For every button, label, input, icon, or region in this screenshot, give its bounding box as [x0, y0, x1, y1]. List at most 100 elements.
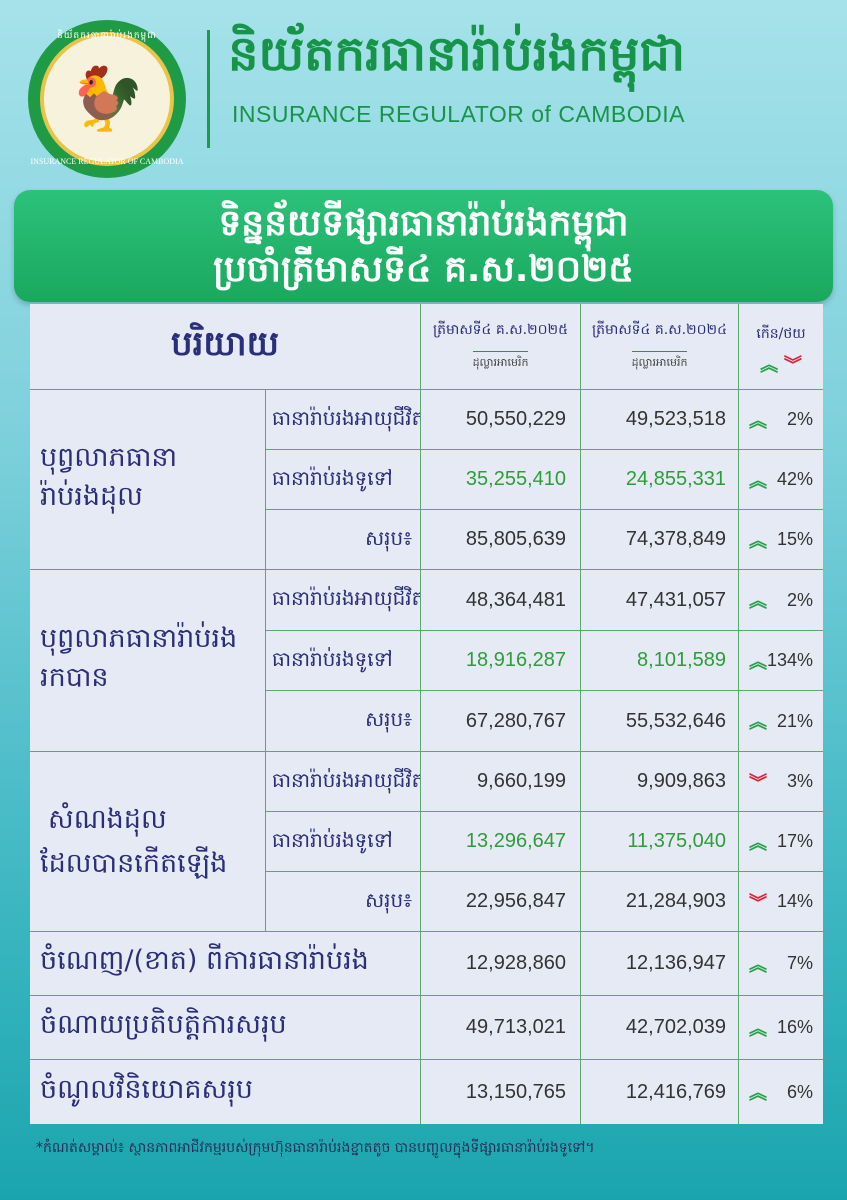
row-label: សរុប៖ [266, 691, 421, 752]
group-gross-claims-line1: សំណងដុល [48, 804, 167, 836]
chevrons-up-icon: ︽ [749, 410, 767, 431]
value-2025: 50,550,229 [421, 390, 581, 450]
col-2024-unit: ដុល្លារអាមេរិក [631, 351, 688, 372]
change-percent: 14% [776, 891, 813, 911]
group-gross-claims-line2: ដែលបានកើតឡើង [40, 847, 228, 879]
header-divider [207, 30, 210, 148]
col-2025-title: ត្រីមាសទី៤ គ.ស.២០២៥ [432, 322, 569, 338]
col-2025-unit: ដុល្លារអាមេរិក [472, 351, 529, 372]
bird-icon: 🐓 [68, 62, 146, 135]
row-label: ធានារ៉ាប់រងទូទៅ [266, 812, 421, 872]
value-2024: 12,416,769 [581, 1060, 739, 1124]
change-percent: 7% [786, 953, 813, 973]
value-2024: 55,532,646 [581, 691, 739, 752]
row-label: សរុប៖ [266, 510, 421, 570]
value-2024: 21,284,903 [581, 872, 739, 932]
row-label: ធានារ៉ាប់រងទូទៅ [266, 631, 421, 691]
change-cell: ︽ 7% [739, 932, 823, 996]
row-label: សរុប៖ [266, 872, 421, 932]
change-header-title: កើន/ថយ [756, 326, 806, 342]
market-data-table: បរិយាយ ត្រីមាសទី៤ គ.ស.២០២៥ ដុល្លារអាមេរិ… [30, 304, 823, 1124]
change-header-arrows: ︽ ︾ [739, 351, 823, 377]
chevrons-up-icon: ︽ [749, 470, 767, 491]
value-2024: 12,136,947 [581, 932, 739, 996]
value-2024: 24,855,331 [581, 450, 739, 510]
change-cell: ︾ 14% [739, 872, 823, 932]
value-2025: 18,916,287 [421, 631, 581, 691]
logo: និយ័តករធានារ៉ាប់រងកម្ពុជា 🐓 INSURANCE RE… [28, 20, 186, 178]
change-cell: ︽ 15% [739, 510, 823, 570]
row-label: ធានារ៉ាប់រងអាយុជីវិត [266, 570, 421, 631]
logo-top-text: និយ័តករធានារ៉ាប់រងកម្ពុជា [57, 31, 157, 41]
group-gross-claims: សំណងដុល ដែលបានកើតឡើង [30, 752, 266, 932]
chevrons-up-icon: ︽ [749, 651, 767, 672]
value-2025: 13,150,765 [421, 1060, 581, 1124]
chevrons-up-icon: ︽ [749, 954, 767, 975]
change-cell: ︽ 17% [739, 812, 823, 872]
change-cell: ︽ 2% [739, 390, 823, 450]
value-2024: 74,378,849 [581, 510, 739, 570]
title-line-1: ទិន្នន័យទីផ្សារធានារ៉ាប់រងកម្ពុជា [218, 203, 629, 244]
value-2024: 49,523,518 [581, 390, 739, 450]
change-cell: ︽ 6% [739, 1060, 823, 1124]
value-2024: 47,431,057 [581, 570, 739, 631]
change-percent: 15% [776, 529, 813, 549]
chevrons-up-icon: ︽ [749, 591, 767, 611]
logo-emblem: 🐓 [40, 32, 174, 166]
change-cell: ︽ 2% [739, 570, 823, 631]
row-label: ធានារ៉ាប់រងអាយុជីវិត [266, 752, 421, 812]
chevrons-up-icon: ︽ [749, 530, 767, 551]
chevrons-up-icon: ︽ [760, 355, 779, 376]
change-cell: ︽ 42% [739, 450, 823, 510]
change-percent: 2% [786, 589, 813, 610]
change-cell: ︽ 16% [739, 996, 823, 1060]
col-2024-header: ត្រីមាសទី៤ គ.ស.២០២៤ ដុល្លារអាមេរិក [581, 304, 739, 390]
change-percent: 2% [786, 409, 813, 429]
chevrons-down-icon: ︾ [749, 772, 767, 793]
value-2025: 13,296,647 [421, 812, 581, 872]
value-2025: 12,928,860 [421, 932, 581, 996]
change-percent: 6% [786, 1081, 813, 1102]
chevrons-down-icon: ︾ [749, 892, 767, 913]
change-percent: 17% [776, 831, 813, 851]
change-header: កើន/ថយ ︽ ︾ [739, 304, 823, 390]
col-2025-header: ត្រីមាសទី៤ គ.ស.២០២៥ ដុល្លារអាមេរិក [421, 304, 581, 390]
row-label: ធានារ៉ាប់រងអាយុជីវិត [266, 390, 421, 450]
desc-header: បរិយាយ [30, 304, 421, 390]
summary-label: ចំណាយប្រតិបត្តិការសរុប [30, 996, 421, 1060]
chevrons-up-icon: ︽ [749, 832, 767, 853]
footnote: *កំណត់សម្គាល់៖ ស្ថានភាពអាជីវកម្មរបស់ក្រុ… [36, 1140, 595, 1156]
title-banner: ទិន្នន័យទីផ្សារធានារ៉ាប់រងកម្ពុជា ប្រចាំ… [14, 190, 833, 302]
chevrons-up-icon: ︽ [749, 1018, 767, 1039]
org-name-kh: និយ័តករធានារ៉ាប់រងកម្ពុជា [228, 26, 686, 82]
change-cell: ︽ 134% [739, 631, 823, 691]
change-cell: ︾ 3% [739, 752, 823, 812]
value-2024: 42,702,039 [581, 996, 739, 1060]
value-2025: 22,956,847 [421, 872, 581, 932]
value-2025: 35,255,410 [421, 450, 581, 510]
chevrons-down-icon: ︾ [783, 355, 802, 376]
value-2024: 8,101,589 [581, 631, 739, 691]
col-2024-title: ត្រីមាសទី៤ គ.ស.២០២៤ [591, 322, 728, 338]
logo-bottom-text: INSURANCE REGULATOR OF CAMBODIA [30, 157, 184, 166]
value-2025: 85,805,639 [421, 510, 581, 570]
group-earned-premium: បុព្វលាភធានារ៉ាប់រងរកបាន [30, 570, 266, 752]
group-gross-premium: បុព្វលាភធានារ៉ាប់រងដុល [30, 390, 266, 570]
title-line-2: ប្រចាំត្រីមាសទី៤ គ.ស.២០២៥ [213, 249, 634, 290]
summary-label: ចំណេញ/(ខាត) ពីការធានារ៉ាប់រង [30, 932, 421, 996]
summary-label: ចំណូលវិនិយោគសរុប [30, 1060, 421, 1124]
row-label: ធានារ៉ាប់រងទូទៅ [266, 450, 421, 510]
chevrons-up-icon: ︽ [749, 712, 767, 732]
value-2025: 67,280,767 [421, 691, 581, 752]
change-percent: 16% [776, 1017, 813, 1037]
change-percent: 3% [786, 771, 813, 791]
value-2024: 11,375,040 [581, 812, 739, 872]
change-cell: ︽ 21% [739, 691, 823, 752]
chevrons-up-icon: ︽ [749, 1083, 767, 1103]
value-2025: 49,713,021 [421, 996, 581, 1060]
value-2024: 9,909,863 [581, 752, 739, 812]
value-2025: 48,364,481 [421, 570, 581, 631]
value-2025: 9,660,199 [421, 752, 581, 812]
org-name-en: INSURANCE REGULATOR of CAMBODIA [232, 101, 686, 127]
change-percent: 134% [767, 650, 814, 670]
